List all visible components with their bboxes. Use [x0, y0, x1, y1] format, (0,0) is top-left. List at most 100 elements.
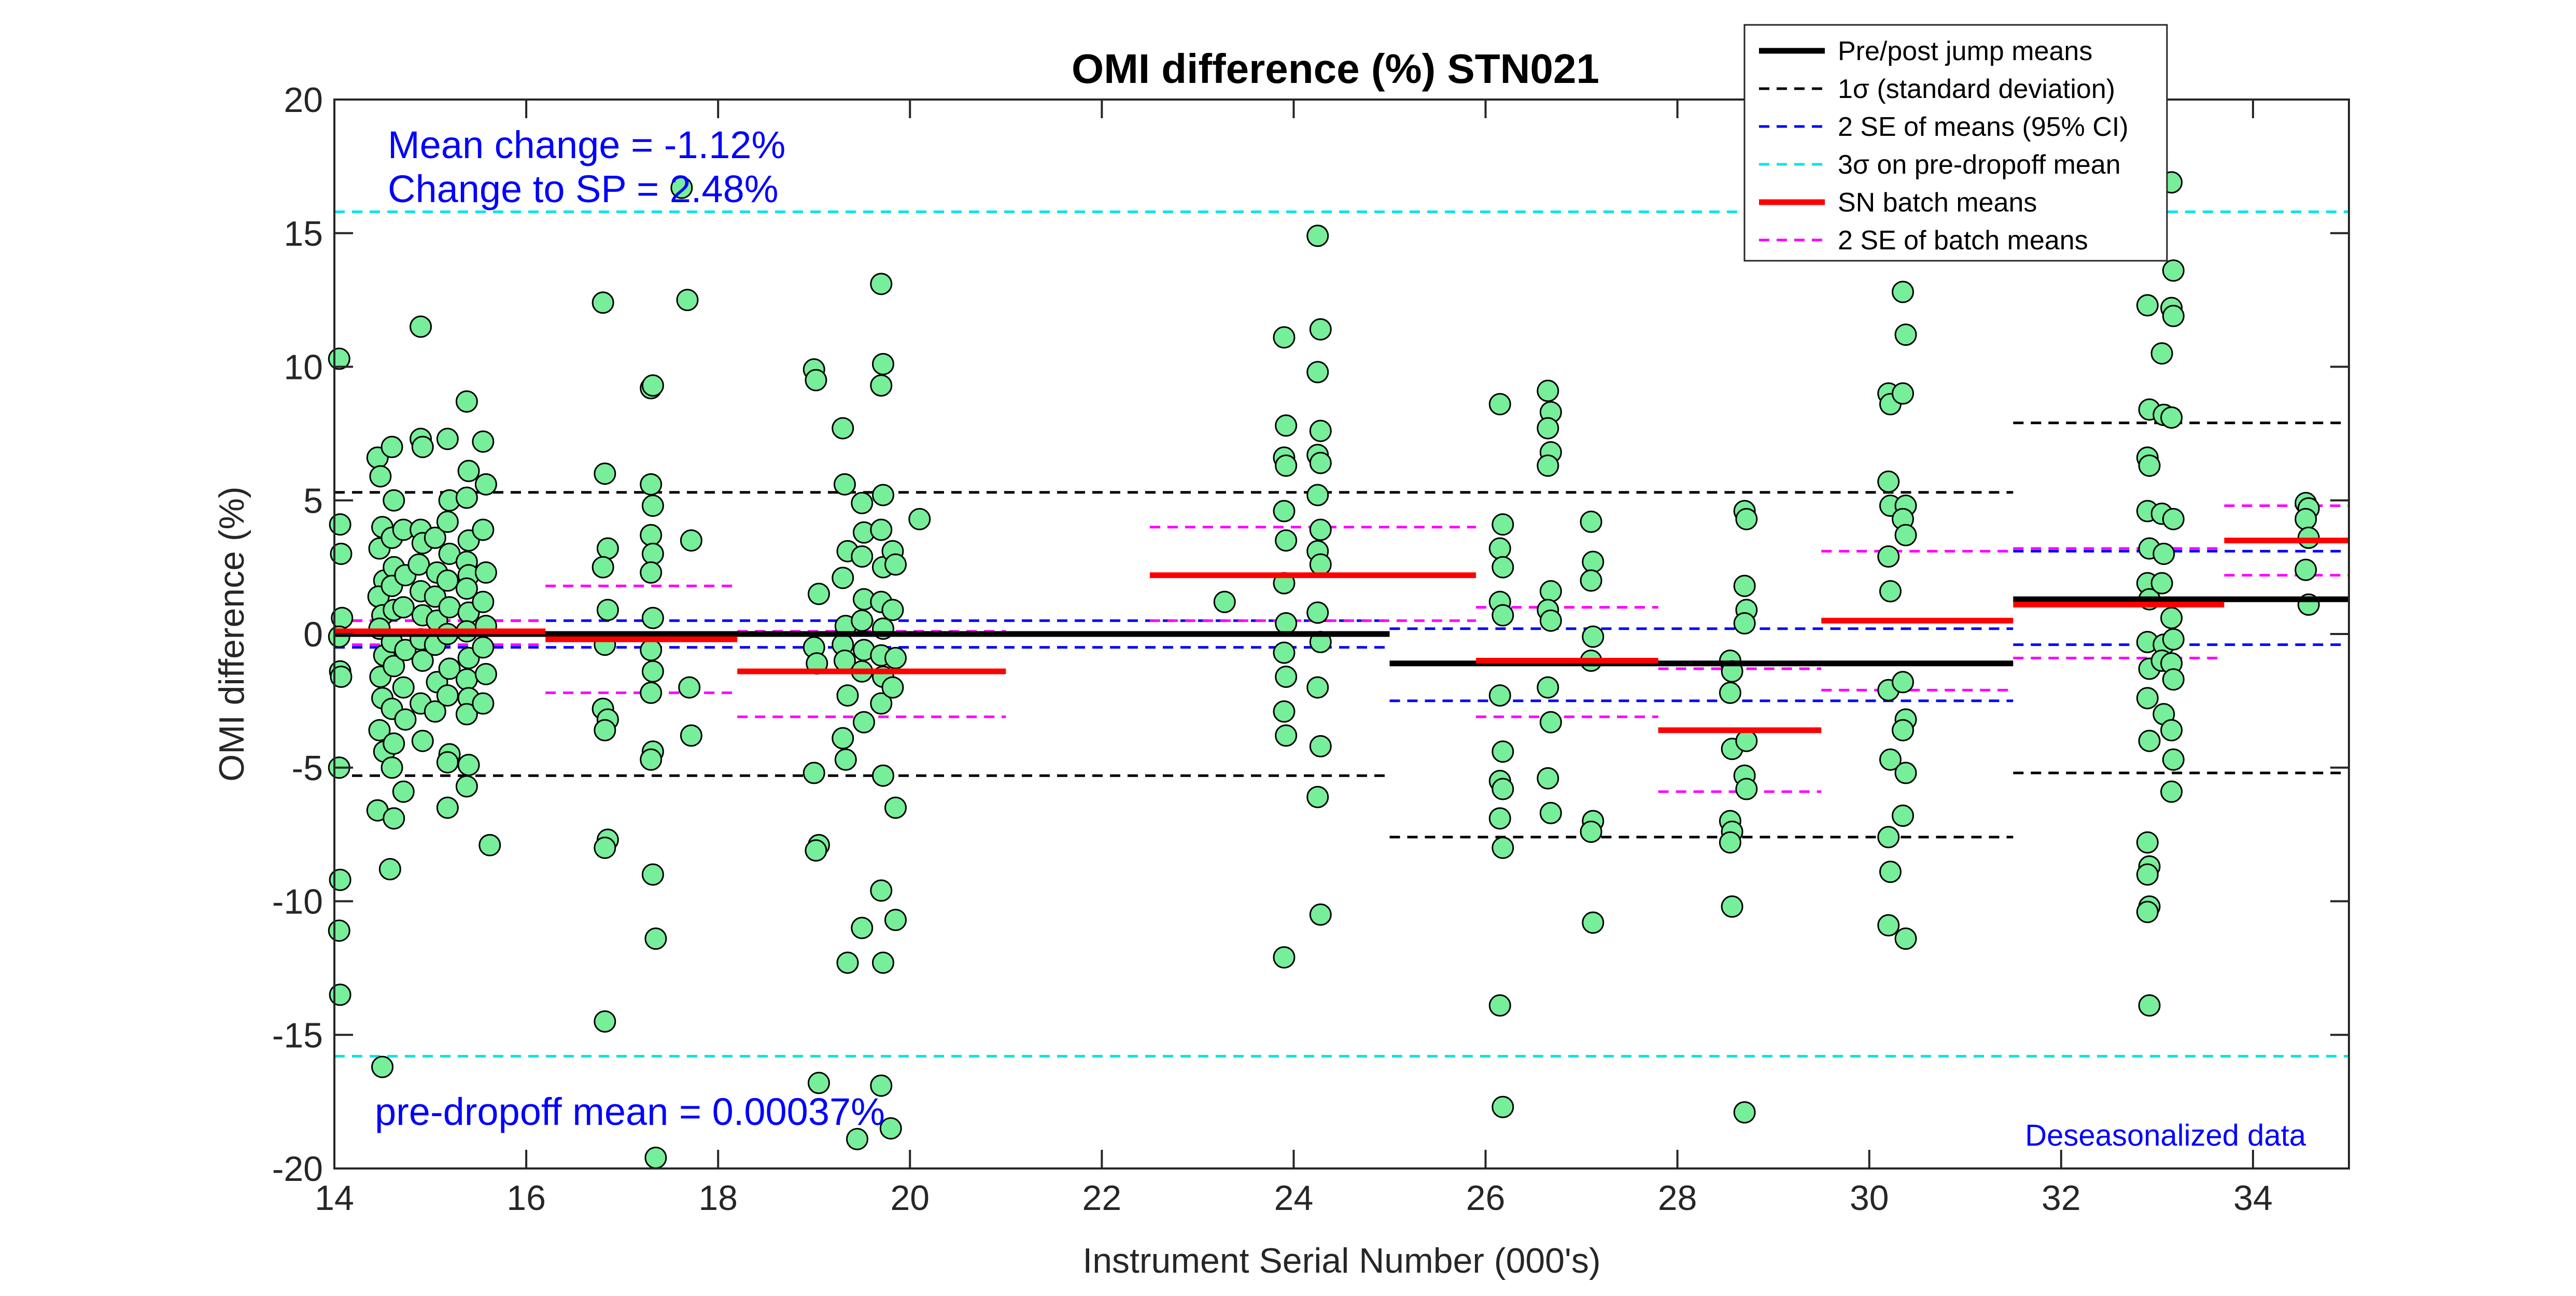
- data-point: [641, 374, 664, 397]
- data-point: [2162, 259, 2185, 282]
- data-point: [870, 374, 893, 397]
- data-point: [805, 839, 827, 862]
- data-point: [870, 1074, 893, 1097]
- data-point: [1580, 569, 1602, 592]
- data-point: [881, 676, 904, 699]
- data-point: [1275, 529, 1298, 552]
- data-point: [807, 583, 830, 605]
- data-point: [381, 435, 403, 458]
- data-point: [594, 836, 616, 859]
- data-point: [424, 700, 446, 723]
- data-point: [1273, 500, 1296, 523]
- data-point: [1306, 224, 1329, 247]
- data-point: [1539, 801, 1562, 824]
- x-tick-label: 16: [506, 1178, 546, 1218]
- x-axis-label: Instrument Serial Number (000's): [1082, 1241, 1600, 1280]
- x-tick-label: 32: [2042, 1178, 2081, 1218]
- data-point: [640, 639, 663, 661]
- data-point: [871, 353, 894, 375]
- data-point: [1877, 826, 1900, 849]
- data-point: [644, 1146, 667, 1169]
- data-point: [641, 607, 664, 629]
- data-point: [1491, 604, 1514, 627]
- data-point: [1735, 778, 1758, 800]
- data-point: [436, 428, 459, 450]
- data-point: [592, 291, 614, 314]
- data-point: [328, 919, 350, 942]
- data-point: [1892, 280, 1915, 303]
- data-point: [1306, 484, 1329, 506]
- data-point: [1275, 612, 1298, 635]
- data-point: [1309, 518, 1332, 541]
- data-point: [846, 1128, 869, 1150]
- x-tick-label: 26: [1466, 1178, 1505, 1218]
- data-point: [1539, 609, 1562, 632]
- data-point: [879, 1117, 902, 1140]
- data-point: [383, 655, 405, 678]
- data-point: [392, 780, 415, 803]
- data-point: [472, 636, 495, 659]
- data-point: [1894, 927, 1917, 950]
- data-point: [640, 561, 663, 584]
- data-point: [455, 668, 478, 691]
- data-point: [2152, 542, 2175, 565]
- data-point: [383, 807, 405, 830]
- data-point: [884, 796, 907, 819]
- data-point: [1306, 676, 1329, 699]
- legend-label: 2 SE of batch means: [1838, 226, 2088, 256]
- data-point: [1309, 452, 1332, 474]
- data-point: [472, 590, 495, 613]
- data-point: [641, 863, 664, 886]
- data-point: [1491, 1095, 1514, 1118]
- legend-label: SN batch means: [1838, 188, 2037, 218]
- data-point: [833, 473, 856, 496]
- data-point: [474, 473, 497, 496]
- data-point: [411, 729, 434, 752]
- data-point: [1580, 820, 1602, 843]
- data-point: [2162, 668, 2185, 691]
- data-point: [852, 711, 875, 734]
- data-point: [330, 542, 353, 565]
- data-point: [2162, 748, 2185, 771]
- data-point: [670, 176, 693, 199]
- data-point: [1488, 537, 1511, 560]
- data-point: [1877, 545, 1900, 568]
- data-point: [436, 684, 459, 707]
- data-point: [870, 518, 893, 541]
- data-point: [2295, 508, 2317, 530]
- data-point: [2162, 508, 2185, 530]
- data-point: [2136, 294, 2159, 317]
- data-point: [436, 796, 459, 819]
- data-point: [1894, 323, 1917, 346]
- data-point: [378, 858, 401, 881]
- data-point: [1488, 807, 1511, 830]
- mean-lines: [334, 538, 2349, 734]
- y-axis-label: OMI difference (%): [212, 486, 251, 781]
- y-tick-label: 20: [284, 80, 323, 120]
- data-point: [438, 657, 461, 680]
- data-point: [411, 435, 434, 458]
- data-point: [2150, 572, 2173, 595]
- data-point: [392, 676, 415, 699]
- data-point: [474, 561, 497, 584]
- data-point: [680, 724, 702, 747]
- axis-ticks: 14 16 18 20 22 24 26 28 30 32 34 -20 -15 -10 -5 0 5 10 15 2…: [272, 80, 2349, 1218]
- data-point: [2295, 558, 2317, 581]
- data-point: [436, 510, 459, 533]
- data-point: [1582, 625, 1604, 648]
- data-point: [2160, 406, 2183, 429]
- data-point: [1537, 767, 1559, 790]
- x-tick-label: 24: [1274, 1178, 1314, 1218]
- data-point: [394, 639, 417, 661]
- data-point: [1309, 318, 1332, 341]
- data-point: [472, 518, 495, 541]
- data-point: [2160, 719, 2183, 742]
- y-tick-label: 0: [303, 615, 323, 654]
- data-point: [411, 650, 434, 672]
- data-point: [2162, 305, 2185, 328]
- data-point: [870, 692, 893, 715]
- data-point: [807, 1072, 830, 1094]
- data-point: [832, 567, 854, 589]
- data-point: [368, 719, 391, 742]
- data-point: [871, 951, 894, 974]
